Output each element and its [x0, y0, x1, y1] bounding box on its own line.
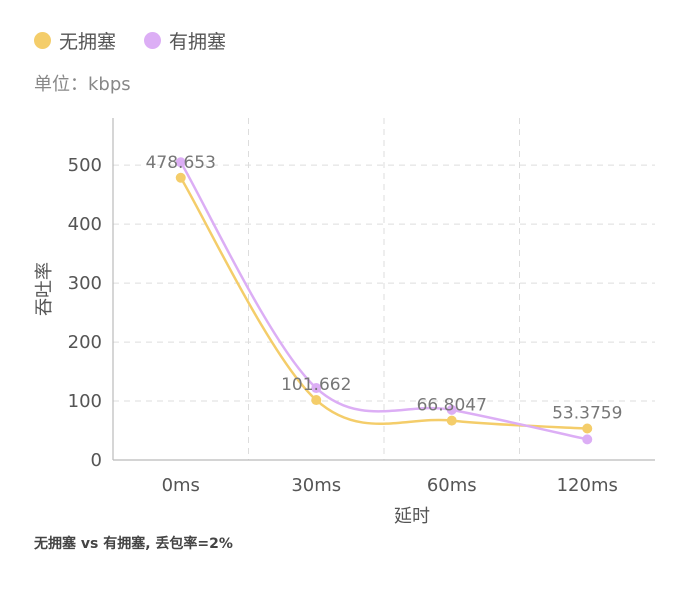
chart-caption: 无拥塞 vs 有拥塞, 丢包率=2%: [34, 536, 233, 552]
chart-legend: 无拥塞 有拥塞: [34, 27, 226, 54]
legend-label-no-congestion: 无拥塞: [59, 31, 117, 53]
legend-marker-no-congestion: [34, 32, 51, 49]
x-tick-label-120ms: 120ms: [557, 475, 618, 496]
series-line-1: [179, 177, 588, 430]
legend-item-no-congestion[interactable]: 无拥塞: [34, 27, 116, 54]
y-tick-label-100: 100: [68, 391, 102, 412]
series-2-point-0ms: [175, 157, 186, 168]
series-1-point-30ms: [311, 395, 322, 406]
data-label-120ms: 53.3759: [552, 404, 622, 424]
series-1-point-120ms: [582, 423, 593, 434]
series-1-point-0ms: [175, 172, 186, 183]
x-tick-label-60ms: 60ms: [427, 475, 477, 496]
legend-marker-congestion: [144, 32, 162, 49]
data-label-30ms: 101.662: [281, 375, 351, 395]
y-tick-label-500: 500: [68, 155, 102, 176]
legend-item-congestion[interactable]: 有拥塞: [144, 27, 226, 54]
y-tick-label-200: 200: [68, 332, 102, 353]
series-line-2: [179, 161, 588, 441]
data-label-0ms: 478.653: [146, 153, 216, 173]
y-tick-label-300: 300: [68, 273, 102, 294]
series-2-point-120ms: [582, 434, 593, 445]
series-1-point-60ms: [446, 415, 457, 426]
y-axis-title: 吞吐率: [34, 262, 55, 316]
legend-label-congestion: 有拥塞: [169, 31, 227, 53]
y-tick-label-0: 0: [91, 450, 102, 471]
x-axis-title: 延时: [394, 506, 430, 527]
series-2-point-60ms: [446, 404, 457, 415]
y-tick-label-400: 400: [68, 214, 102, 235]
unit-label: 单位：kbps: [34, 74, 131, 95]
x-tick-label-30ms: 30ms: [291, 475, 341, 496]
data-label-60ms: 66.8047: [417, 396, 487, 416]
x-tick-label-0ms: 0ms: [162, 475, 200, 496]
series-2-point-30ms: [311, 383, 322, 394]
